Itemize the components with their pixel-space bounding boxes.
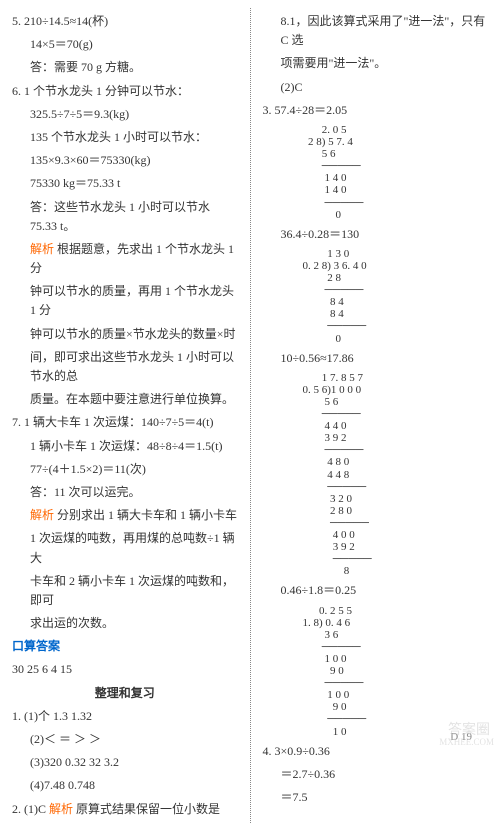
p6-line5: 75330 kg＝75.33 t [12,174,238,193]
p7-line2: 1 辆小卡车 1 次运煤：48÷8÷4＝1.5(t) [12,437,238,456]
p6-e2: 钟可以节水的质量，再用 1 个节水龙头 1 分 [12,282,238,320]
page: 5. 210÷14.5≈14(杯) 14×5＝70(g) 答：需要 70 g 方… [0,0,500,831]
q4-l2: ＝2.7÷0.36 [263,765,489,784]
watermark-text: 答案圈 [448,719,490,739]
q3d: 0.46÷1.8＝0.25 [263,581,489,600]
q4-l3: ＝7.5 [263,788,489,807]
right-column: 8.1，因此该算式采用了"进一法"，只有 C 选 项需要用"进一法"。 (2)C… [263,8,489,823]
p7-line1: 7. 1 辆大卡车 1 次运煤：140÷7÷5＝4(t) [12,413,238,432]
column-divider [250,8,251,823]
p5-line3: 答：需要 70 g 方糖。 [12,58,238,77]
p6-line3: 135 个节水龙头 1 小时可以节水： [12,128,238,147]
q1d: (4)7.48 0.748 [12,776,238,795]
r-top3: (2)C [263,78,489,97]
q1b: (2)＜ ＝ ＞ ＞ [12,730,238,749]
p6-exp: 解析 根据题意，先求出 1 个节水龙头 1 分 [12,240,238,278]
q2: 2. (1)C 解析 原算式结果保留一位小数是 [12,800,238,819]
p7-line3: 77÷(4＋1.5×2)＝11(次) [12,460,238,479]
p7-e3: 卡车和 2 辆小卡车 1 次运煤的吨数和，即可 [12,572,238,610]
r-top2: 项需要用"进一法"。 [263,54,489,73]
p6-line4: 135×9.3×60＝75330(kg) [12,151,238,170]
longdiv-3: 1 7. 8 5 7 0. 5 6)1 0 0 0 5 6 ───── 4 4 … [303,372,489,578]
p7-exp: 解析 分别求出 1 辆大卡车和 1 辆小卡车 [12,506,238,525]
longdiv-1: 2. 0 5 2 8) 5 7. 4 5 6 ───── 1 4 0 1 4 0… [303,124,489,221]
oral-title: 口算答案 [12,637,238,656]
q1c: (3)320 0.32 32 3.2 [12,753,238,772]
p7-e4: 求出运的次数。 [12,614,238,633]
p5-line1: 5. 210÷14.5≈14(杯) [12,12,238,31]
analysis-label: 解析 [49,802,73,816]
p6-line6: 答：这些节水龙头 1 小时可以节水 75.33 t。 [12,198,238,236]
analysis-label: 解析 [30,242,54,256]
p5-line2: 14×5＝70(g) [12,35,238,54]
longdiv-4: 0. 2 5 5 1. 8) 0. 4 6 3 6 ───── 1 0 0 9 … [303,605,489,738]
q2a: 2. (1)C [12,802,46,816]
p7-line4: 答：11 次可以运完。 [12,483,238,502]
q3c: 10÷0.56≈17.86 [263,349,489,368]
section-title: 整理和复习 [12,684,238,703]
p6-e3: 钟可以节水的质量×节水龙头的数量×时 [12,325,238,344]
longdiv-2: 1 3 0 0. 2 8) 3 6. 4 0 2 8 ───── 8 4 8 4… [303,248,489,345]
p6-e1: 根据题意，先求出 1 个节水龙头 1 分 [30,242,234,275]
p6-e5: 质量。在本题中要注意进行单位换算。 [12,390,238,409]
p6-line2: 325.5÷7÷5＝9.3(kg) [12,105,238,124]
q1a: 1. (1)个 1.3 1.32 [12,707,238,726]
q3b: 36.4÷0.28＝130 [263,225,489,244]
p6-e4: 间，即可求出这些节水龙头 1 小时可以节水的总 [12,348,238,386]
watermark-url: MXHEE.COM [439,737,494,747]
oral-values: 30 25 6 4 15 [12,660,238,679]
p7-e1: 分别求出 1 辆大卡车和 1 辆小卡车 [57,508,237,522]
analysis-label: 解析 [30,508,54,522]
left-column: 5. 210÷14.5≈14(杯) 14×5＝70(g) 答：需要 70 g 方… [12,8,238,823]
r-top1: 8.1，因此该算式采用了"进一法"，只有 C 选 [263,12,489,50]
q2e1: 原算式结果保留一位小数是 [76,802,220,816]
p6-line1: 6. 1 个节水龙头 1 分钟可以节水： [12,82,238,101]
q3: 3. 57.4÷28＝2.05 [263,101,489,120]
p7-e2: 1 次运煤的吨数，再用煤的总吨数÷1 辆大 [12,529,238,567]
